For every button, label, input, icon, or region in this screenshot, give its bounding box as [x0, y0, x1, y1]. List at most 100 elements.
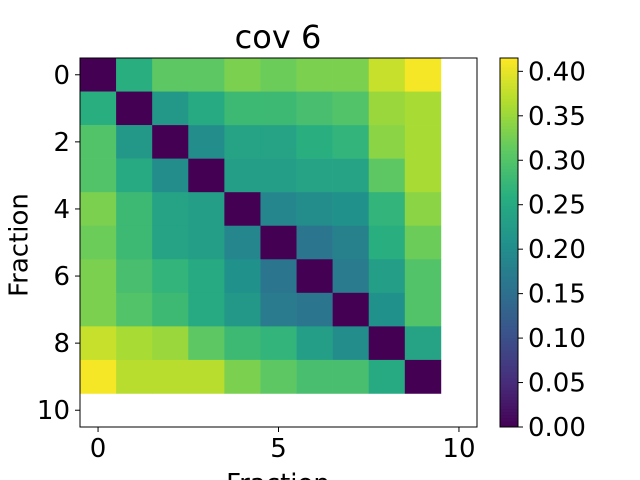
- colorbar-segment: [500, 310, 518, 314]
- heatmap-cell: [260, 292, 297, 327]
- heatmap-cell: [368, 192, 406, 227]
- heatmap-cell: [224, 326, 261, 361]
- colorbar-segment: [500, 399, 518, 403]
- colorbar-segment: [500, 282, 518, 287]
- heatmap-cell: [224, 158, 261, 193]
- colorbar-segment: [500, 61, 518, 65]
- colorbar-segment: [500, 128, 518, 133]
- colorbar-segment: [500, 405, 518, 410]
- colorbar-segment: [500, 393, 518, 397]
- colorbar-segment: [500, 270, 518, 274]
- colorbar-segment: [500, 242, 518, 247]
- heatmap-cell: [332, 259, 370, 294]
- colorbar-segment: [500, 260, 518, 265]
- heatmap-cell: [116, 125, 153, 159]
- heatmap-cell: [368, 326, 406, 361]
- colorbar-segment: [500, 251, 518, 256]
- colorbar-segment: [500, 144, 518, 148]
- heatmap-cell: [224, 259, 261, 294]
- heatmap-cell: [296, 58, 333, 92]
- colorbar-segment: [500, 137, 518, 142]
- colorbar-segment: [500, 94, 518, 99]
- colorbar-segment: [500, 104, 518, 108]
- colorbar-segment: [500, 245, 518, 250]
- colorbar-segment: [500, 91, 518, 96]
- x-axis-label: Fraction: [226, 469, 330, 480]
- colorbar-segment: [500, 211, 518, 216]
- colorbar-segment: [500, 122, 518, 127]
- heatmap-cell: [332, 326, 370, 361]
- heatmap-cell: [116, 326, 153, 361]
- heatmap-cell: [80, 292, 117, 327]
- colorbar-segment: [500, 220, 518, 225]
- colorbar-segment: [500, 141, 518, 145]
- heatmap-cell: [404, 259, 442, 294]
- colorbar-segment: [500, 273, 518, 277]
- heatmap-cell: [80, 58, 117, 92]
- colorbar-segment: [500, 319, 518, 323]
- heatmap-cell: [332, 225, 370, 260]
- colorbar-segment: [500, 328, 518, 333]
- colorbar-segment: [500, 322, 518, 327]
- x-tick-label: 0: [90, 434, 107, 464]
- heatmap-cell: [296, 359, 333, 394]
- heatmap-cell: [368, 158, 406, 193]
- colorbar-segment: [500, 97, 518, 102]
- colorbar-segment: [500, 285, 518, 290]
- heatmap-cell: [404, 158, 442, 193]
- colorbar-segment: [500, 187, 518, 191]
- colorbar-segment: [500, 304, 518, 308]
- colorbar-segment: [500, 131, 518, 136]
- heatmap-cell: [332, 58, 370, 92]
- colorbar-segment: [500, 101, 518, 105]
- heatmap-cell: [296, 326, 333, 361]
- colorbar-segment: [500, 134, 518, 139]
- colorbar-segment: [500, 264, 518, 268]
- heatmap-cell: [224, 91, 261, 126]
- colorbar-segment: [500, 233, 518, 237]
- colorbar-segment: [500, 408, 518, 413]
- heatmap-cell: [188, 192, 225, 227]
- colorbar-segment: [500, 402, 518, 406]
- heatmap-cell: [188, 225, 225, 260]
- colorbar-segment: [500, 181, 518, 185]
- colorbar-segment: [500, 70, 518, 74]
- colorbar-segment: [500, 113, 518, 117]
- colorbar-segment: [500, 156, 518, 160]
- colorbar-segment: [500, 119, 518, 124]
- colorbar-tick-label: 0.00: [528, 413, 586, 443]
- heatmap-cell: [260, 225, 297, 260]
- heatmap-cell: [152, 125, 189, 159]
- heatmap-cell: [224, 359, 261, 394]
- heatmap-cell: [404, 91, 442, 126]
- heatmap-cell: [260, 259, 297, 294]
- colorbar-segment: [500, 396, 518, 400]
- colorbar-segment: [500, 387, 518, 391]
- colorbar-segment: [500, 125, 518, 130]
- heatmap-cell: [260, 326, 297, 361]
- heatmap-cell: [260, 359, 297, 394]
- heatmap-cell: [368, 58, 406, 92]
- colorbar-segment: [500, 162, 518, 167]
- colorbar-segment: [500, 73, 518, 77]
- colorbar-segment: [500, 313, 518, 317]
- heatmap-cell: [116, 359, 153, 394]
- heatmap-cell: [80, 91, 117, 126]
- heatmap-cell: [296, 91, 333, 126]
- y-tick-label: 4: [53, 195, 70, 225]
- heatmap-cell: [260, 125, 297, 159]
- heatmap-cell: [404, 58, 442, 92]
- colorbar-segment: [500, 417, 518, 422]
- colorbar-segment: [500, 423, 518, 428]
- heatmap-cell: [368, 292, 406, 327]
- colorbar-segment: [500, 291, 518, 296]
- colorbar-segment: [500, 150, 518, 154]
- heatmap-cell: [116, 292, 153, 327]
- heatmap-cell: [188, 259, 225, 294]
- colorbar-segment: [500, 85, 518, 90]
- heatmap-cell: [296, 225, 333, 260]
- colorbar-tick-label: 0.15: [528, 280, 586, 310]
- colorbar-segment: [500, 236, 518, 240]
- colorbar-segment: [500, 377, 518, 382]
